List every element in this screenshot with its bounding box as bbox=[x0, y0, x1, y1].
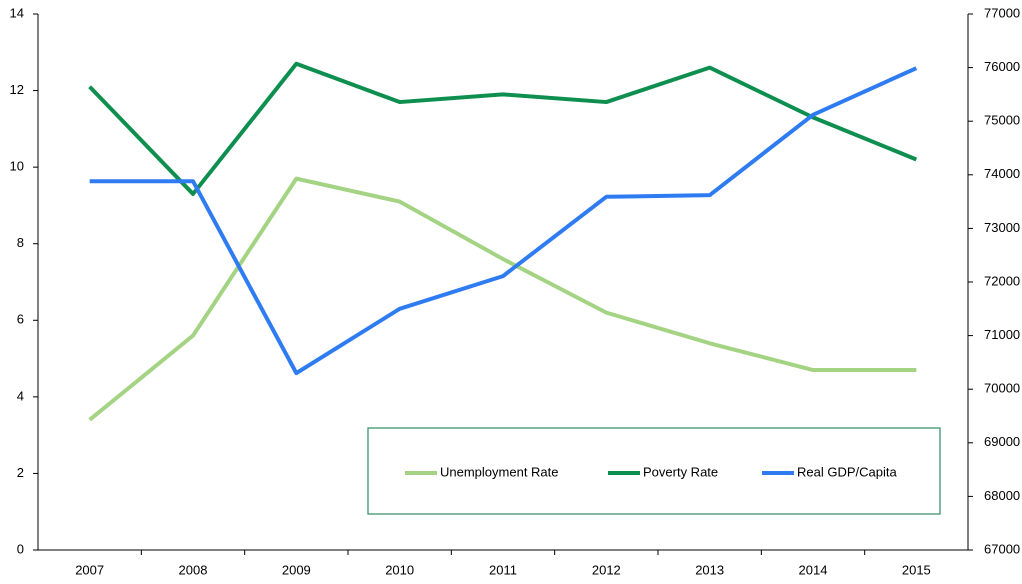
x-tick-label: 2012 bbox=[592, 562, 621, 577]
y2-tick-label: 77000 bbox=[984, 5, 1020, 20]
y-tick-label: 8 bbox=[17, 235, 24, 250]
legend-label: Unemployment Rate bbox=[440, 464, 559, 479]
y2-tick-label: 70000 bbox=[984, 381, 1020, 396]
y2-tick-label: 71000 bbox=[984, 327, 1020, 342]
y2-tick-label: 67000 bbox=[984, 541, 1020, 556]
y2-tick-label: 76000 bbox=[984, 59, 1020, 74]
x-tick-label: 2015 bbox=[902, 562, 931, 577]
y2-tick-label: 73000 bbox=[984, 220, 1020, 235]
y-tick-label: 2 bbox=[17, 465, 24, 480]
y2-tick-label: 75000 bbox=[984, 113, 1020, 128]
x-tick-label: 2010 bbox=[385, 562, 414, 577]
x-tick-label: 2014 bbox=[799, 562, 828, 577]
legend-label: Real GDP/Capita bbox=[797, 464, 897, 479]
y-tick-label: 10 bbox=[10, 159, 24, 174]
y2-tick-label: 72000 bbox=[984, 273, 1020, 288]
y2-tick-label: 68000 bbox=[984, 488, 1020, 503]
y2-tick-label: 74000 bbox=[984, 166, 1020, 181]
series-line bbox=[88, 176, 917, 422]
legend-label: Poverty Rate bbox=[643, 464, 718, 479]
x-tick-label: 2007 bbox=[75, 562, 104, 577]
y-tick-label: 0 bbox=[17, 541, 24, 556]
x-tick-label: 2008 bbox=[179, 562, 208, 577]
y-tick-label: 12 bbox=[10, 82, 24, 97]
x-tick-label: 2011 bbox=[489, 562, 517, 577]
x-tick-label: 2009 bbox=[282, 562, 311, 577]
x-tick-label: 2013 bbox=[695, 562, 724, 577]
legend-box bbox=[367, 427, 941, 515]
y-tick-label: 14 bbox=[10, 5, 24, 20]
y2-tick-label: 69000 bbox=[984, 434, 1020, 449]
y-tick-label: 4 bbox=[17, 388, 24, 403]
y-tick-label: 6 bbox=[17, 312, 24, 327]
series-line bbox=[89, 66, 918, 376]
series-line bbox=[88, 61, 918, 196]
